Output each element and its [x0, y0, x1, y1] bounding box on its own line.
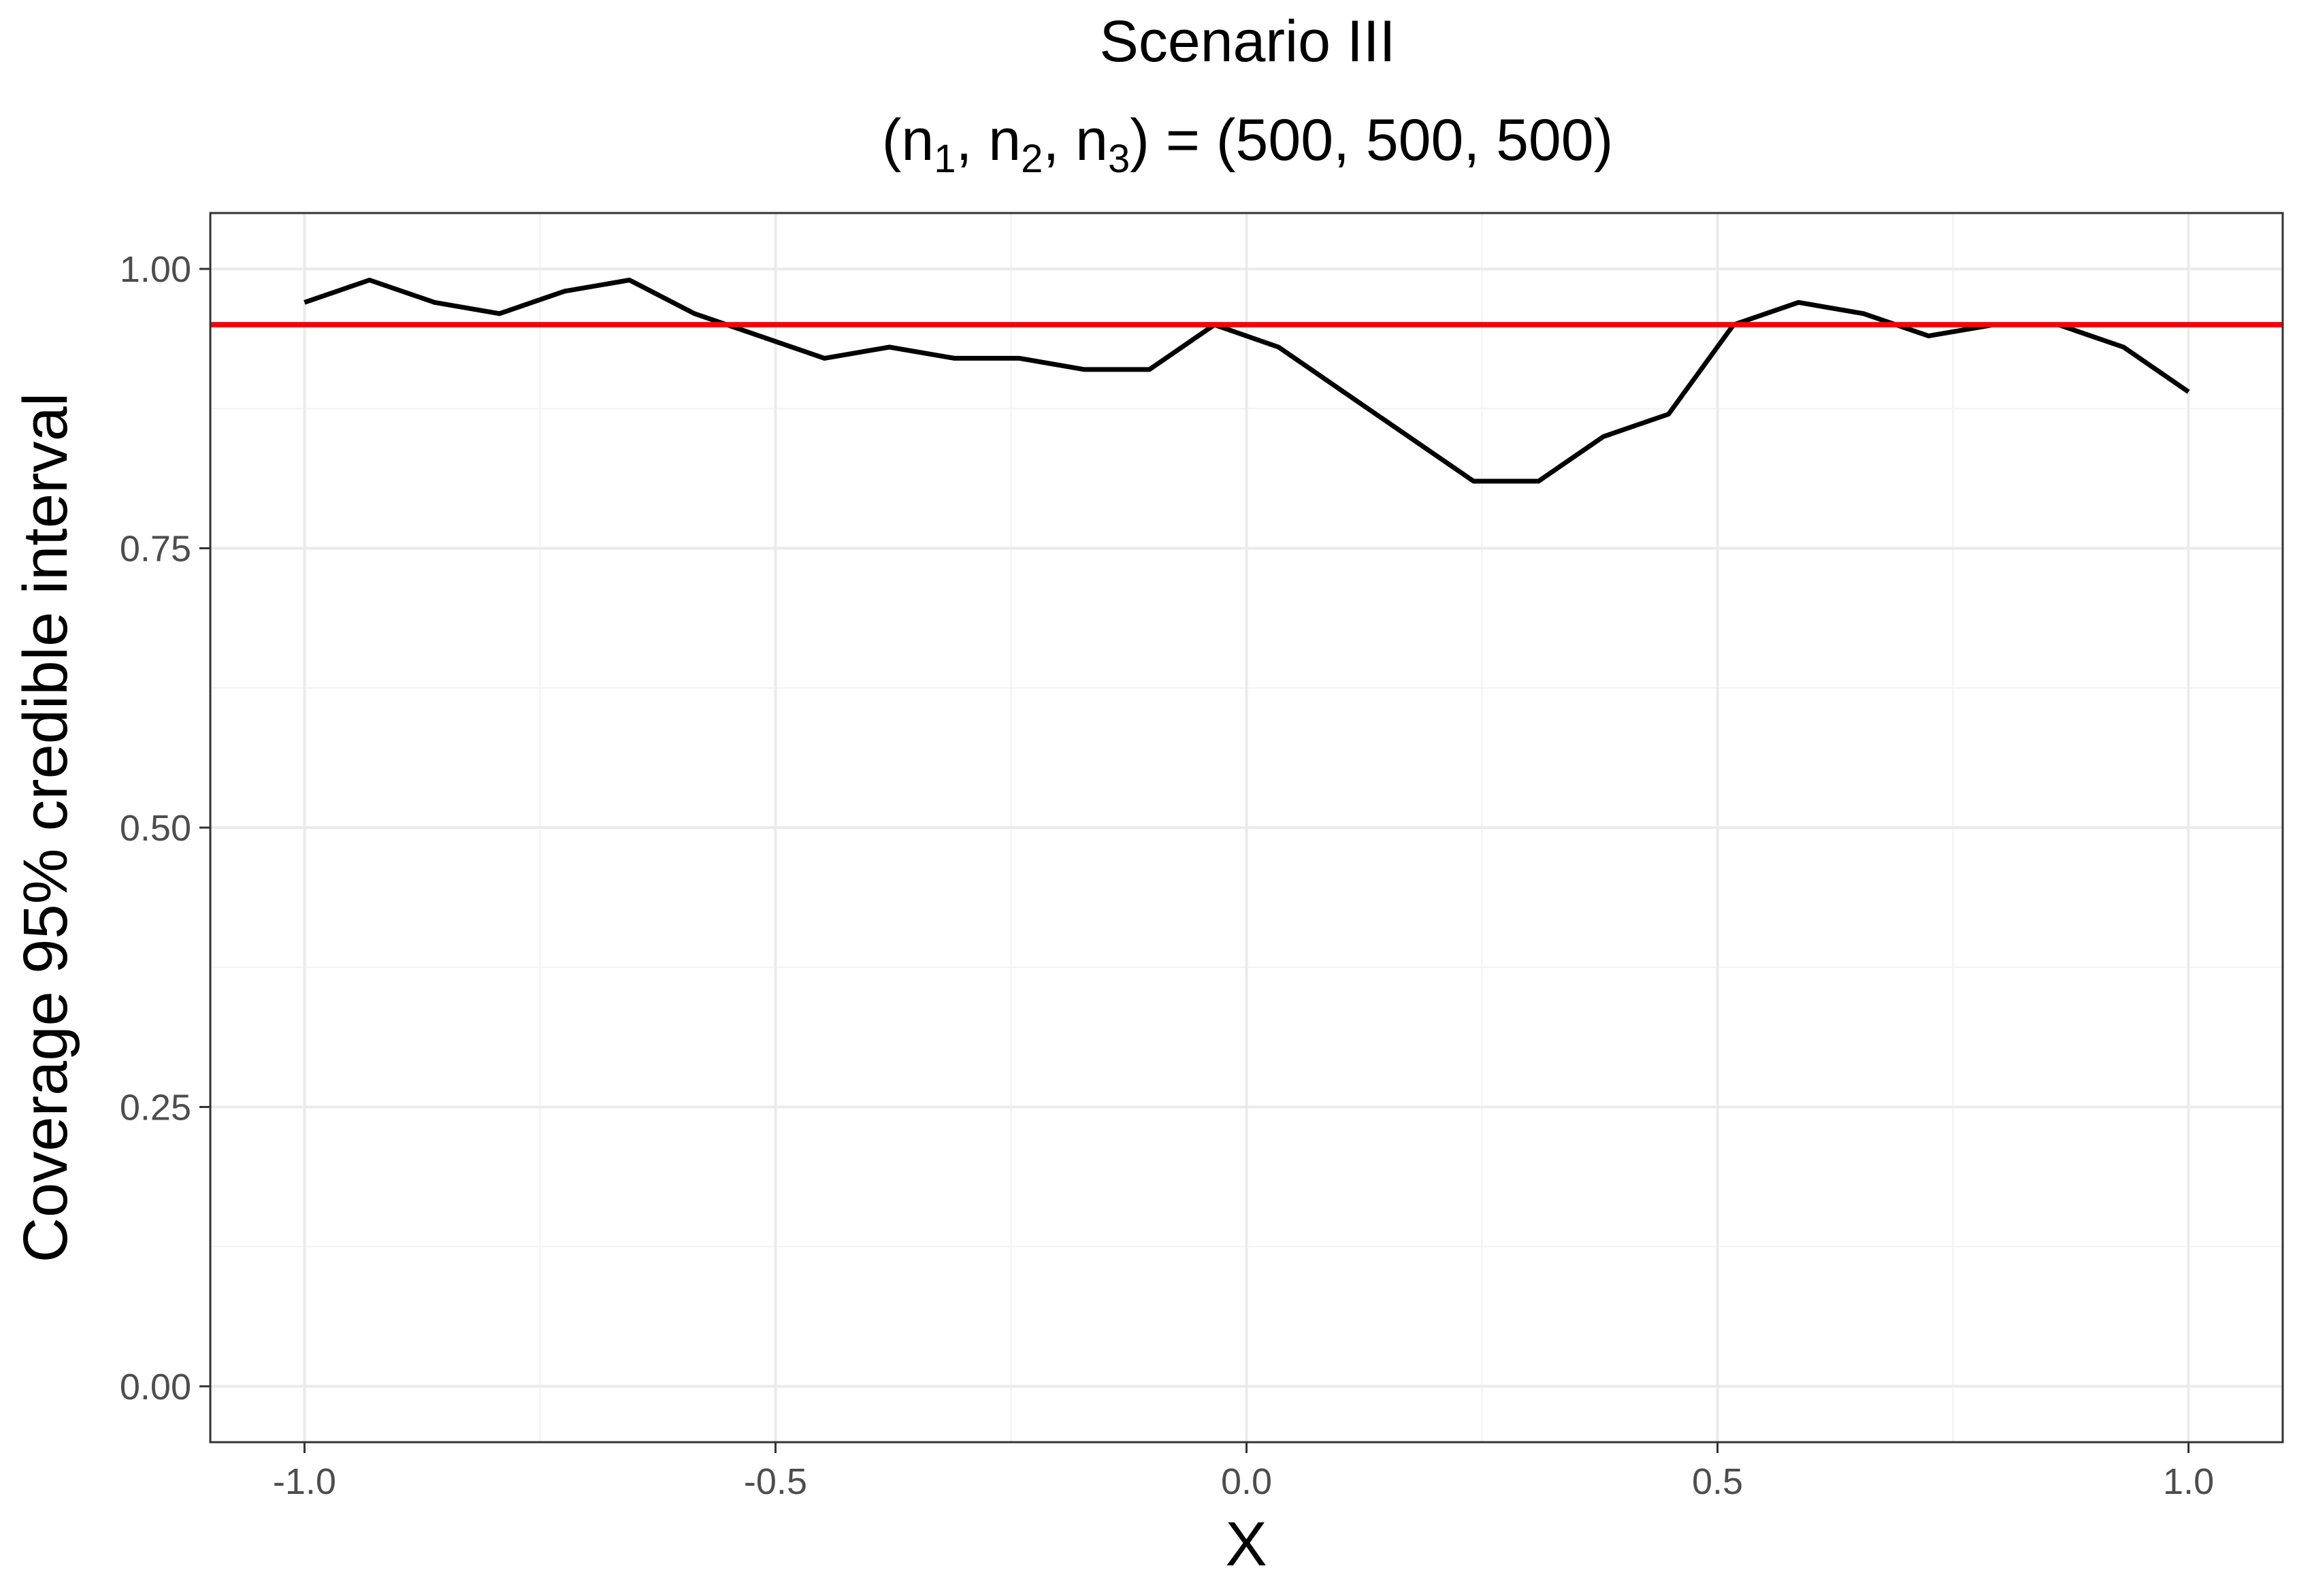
x-axis-title: X [1225, 1510, 1267, 1579]
y-tick-label: 0.75 [120, 529, 191, 570]
x-tick-label: 0.0 [1221, 1461, 1272, 1502]
grid [210, 213, 2283, 1442]
x-tick-label: 1.0 [2163, 1461, 2214, 1502]
chart-title: Scenario III [1100, 9, 1396, 74]
y-axis: 0.00 0.25 0.50 0.75 1.00 [120, 249, 210, 1407]
y-tick-label: 0.00 [120, 1367, 191, 1407]
y-tick-label: 1.00 [120, 249, 191, 290]
chart-subtitle: (n1, n2, n3) = (500, 500, 500) [882, 108, 1613, 181]
y-axis-title: Coverage 95% credible interval [11, 393, 80, 1263]
y-tick-label: 0.25 [120, 1087, 191, 1128]
coverage-line [304, 278, 2190, 484]
x-tick-label: 0.5 [1692, 1461, 1743, 1502]
x-tick-label: -0.5 [744, 1461, 807, 1502]
x-tick-label: -1.0 [273, 1461, 336, 1502]
y-tick-label: 0.50 [120, 808, 191, 849]
series-layer [304, 278, 2190, 484]
x-axis: -1.0 -0.5 0.0 0.5 1.0 [273, 1442, 2214, 1502]
